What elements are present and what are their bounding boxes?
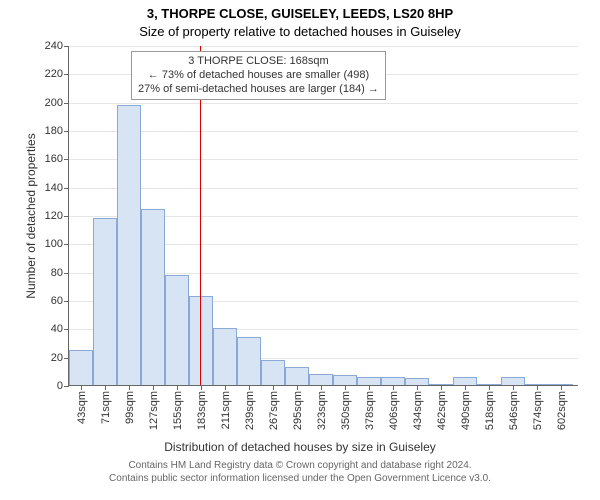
xtick-label: 295sqm (290, 391, 304, 430)
gridline (69, 103, 578, 104)
xtick-mark (249, 385, 250, 390)
annotation-line-1: 3 THORPE CLOSE: 168sqm (138, 55, 379, 69)
ytick-label: 80 (51, 267, 69, 279)
xtick-label: 211sqm (218, 391, 232, 429)
xtick-label: 267sqm (266, 391, 280, 430)
ytick-label: 180 (45, 125, 69, 137)
xtick-mark (105, 385, 106, 390)
xtick-label: 99sqm (122, 391, 136, 424)
bar (381, 377, 405, 386)
xtick-mark (369, 385, 370, 390)
xtick-mark (537, 385, 538, 390)
xtick-mark (201, 385, 202, 390)
xtick-mark (225, 385, 226, 390)
annotation-line-3: 27% of semi-detached houses are larger (… (138, 83, 379, 97)
gridline (69, 131, 578, 132)
xtick-label: 406sqm (386, 391, 400, 430)
ytick-label: 200 (45, 97, 69, 109)
chart-plot-area: 02040608010012014016018020022024043sqm71… (68, 46, 578, 386)
footer-line-1: Contains HM Land Registry data © Crown c… (0, 460, 600, 473)
xtick-mark (321, 385, 322, 390)
xtick-label: 323sqm (314, 391, 328, 430)
xtick-label: 239sqm (242, 391, 256, 430)
xtick-mark (273, 385, 274, 390)
bar (357, 377, 381, 386)
xtick-mark (393, 385, 394, 390)
xtick-mark (513, 385, 514, 390)
xtick-label: 434sqm (410, 391, 424, 430)
bar (261, 360, 285, 386)
xtick-label: 350sqm (338, 391, 352, 430)
xtick-label: 518sqm (482, 391, 496, 430)
ytick-label: 220 (45, 68, 69, 80)
ytick-label: 100 (45, 238, 69, 250)
gridline (69, 188, 578, 189)
gridline (69, 159, 578, 160)
ytick-label: 160 (45, 153, 69, 165)
bar (117, 105, 141, 386)
bar (237, 337, 261, 385)
chart-title-line1: 3, THORPE CLOSE, GUISELEY, LEEDS, LS20 8… (0, 6, 600, 21)
footer-line-2: Contains public sector information licen… (0, 473, 600, 486)
xtick-mark (417, 385, 418, 390)
xtick-label: 490sqm (458, 391, 472, 430)
y-axis-label: Number of detached properties (24, 133, 38, 298)
xtick-mark (153, 385, 154, 390)
chart-title-line2: Size of property relative to detached ho… (0, 24, 600, 39)
bar (141, 209, 165, 385)
annotation-line-2: ← 73% of detached houses are smaller (49… (138, 69, 379, 83)
bar (213, 328, 237, 385)
annotation-box: 3 THORPE CLOSE: 168sqm← 73% of detached … (131, 51, 386, 100)
bar (333, 375, 357, 385)
xtick-mark (441, 385, 442, 390)
xtick-mark (81, 385, 82, 390)
bar (285, 367, 309, 385)
xtick-label: 43sqm (74, 391, 88, 424)
xtick-label: 546sqm (506, 391, 520, 430)
xtick-label: 127sqm (146, 391, 160, 430)
xtick-label: 155sqm (170, 391, 184, 430)
xtick-mark (129, 385, 130, 390)
xtick-mark (561, 385, 562, 390)
ytick-label: 140 (45, 182, 69, 194)
bar (69, 350, 93, 385)
xtick-mark (297, 385, 298, 390)
gridline (69, 46, 578, 47)
ytick-label: 40 (51, 323, 69, 335)
ytick-label: 0 (57, 380, 69, 392)
footer-attribution: Contains HM Land Registry data © Crown c… (0, 460, 600, 485)
bar (453, 377, 477, 386)
ytick-label: 240 (45, 40, 69, 52)
bar (405, 378, 429, 385)
ytick-label: 20 (51, 352, 69, 364)
xtick-mark (345, 385, 346, 390)
xtick-label: 378sqm (362, 391, 376, 430)
xtick-mark (489, 385, 490, 390)
xtick-mark (465, 385, 466, 390)
xtick-mark (177, 385, 178, 390)
xtick-label: 574sqm (530, 391, 544, 430)
bar (93, 218, 117, 385)
ytick-label: 60 (51, 295, 69, 307)
bar (309, 374, 333, 385)
xtick-label: 602sqm (554, 391, 568, 430)
x-axis-label: Distribution of detached houses by size … (164, 440, 435, 454)
ytick-label: 120 (45, 210, 69, 222)
xtick-label: 183sqm (194, 391, 208, 430)
bar (501, 377, 525, 386)
xtick-label: 71sqm (98, 391, 112, 424)
xtick-label: 462sqm (434, 391, 448, 430)
bar (165, 275, 189, 386)
